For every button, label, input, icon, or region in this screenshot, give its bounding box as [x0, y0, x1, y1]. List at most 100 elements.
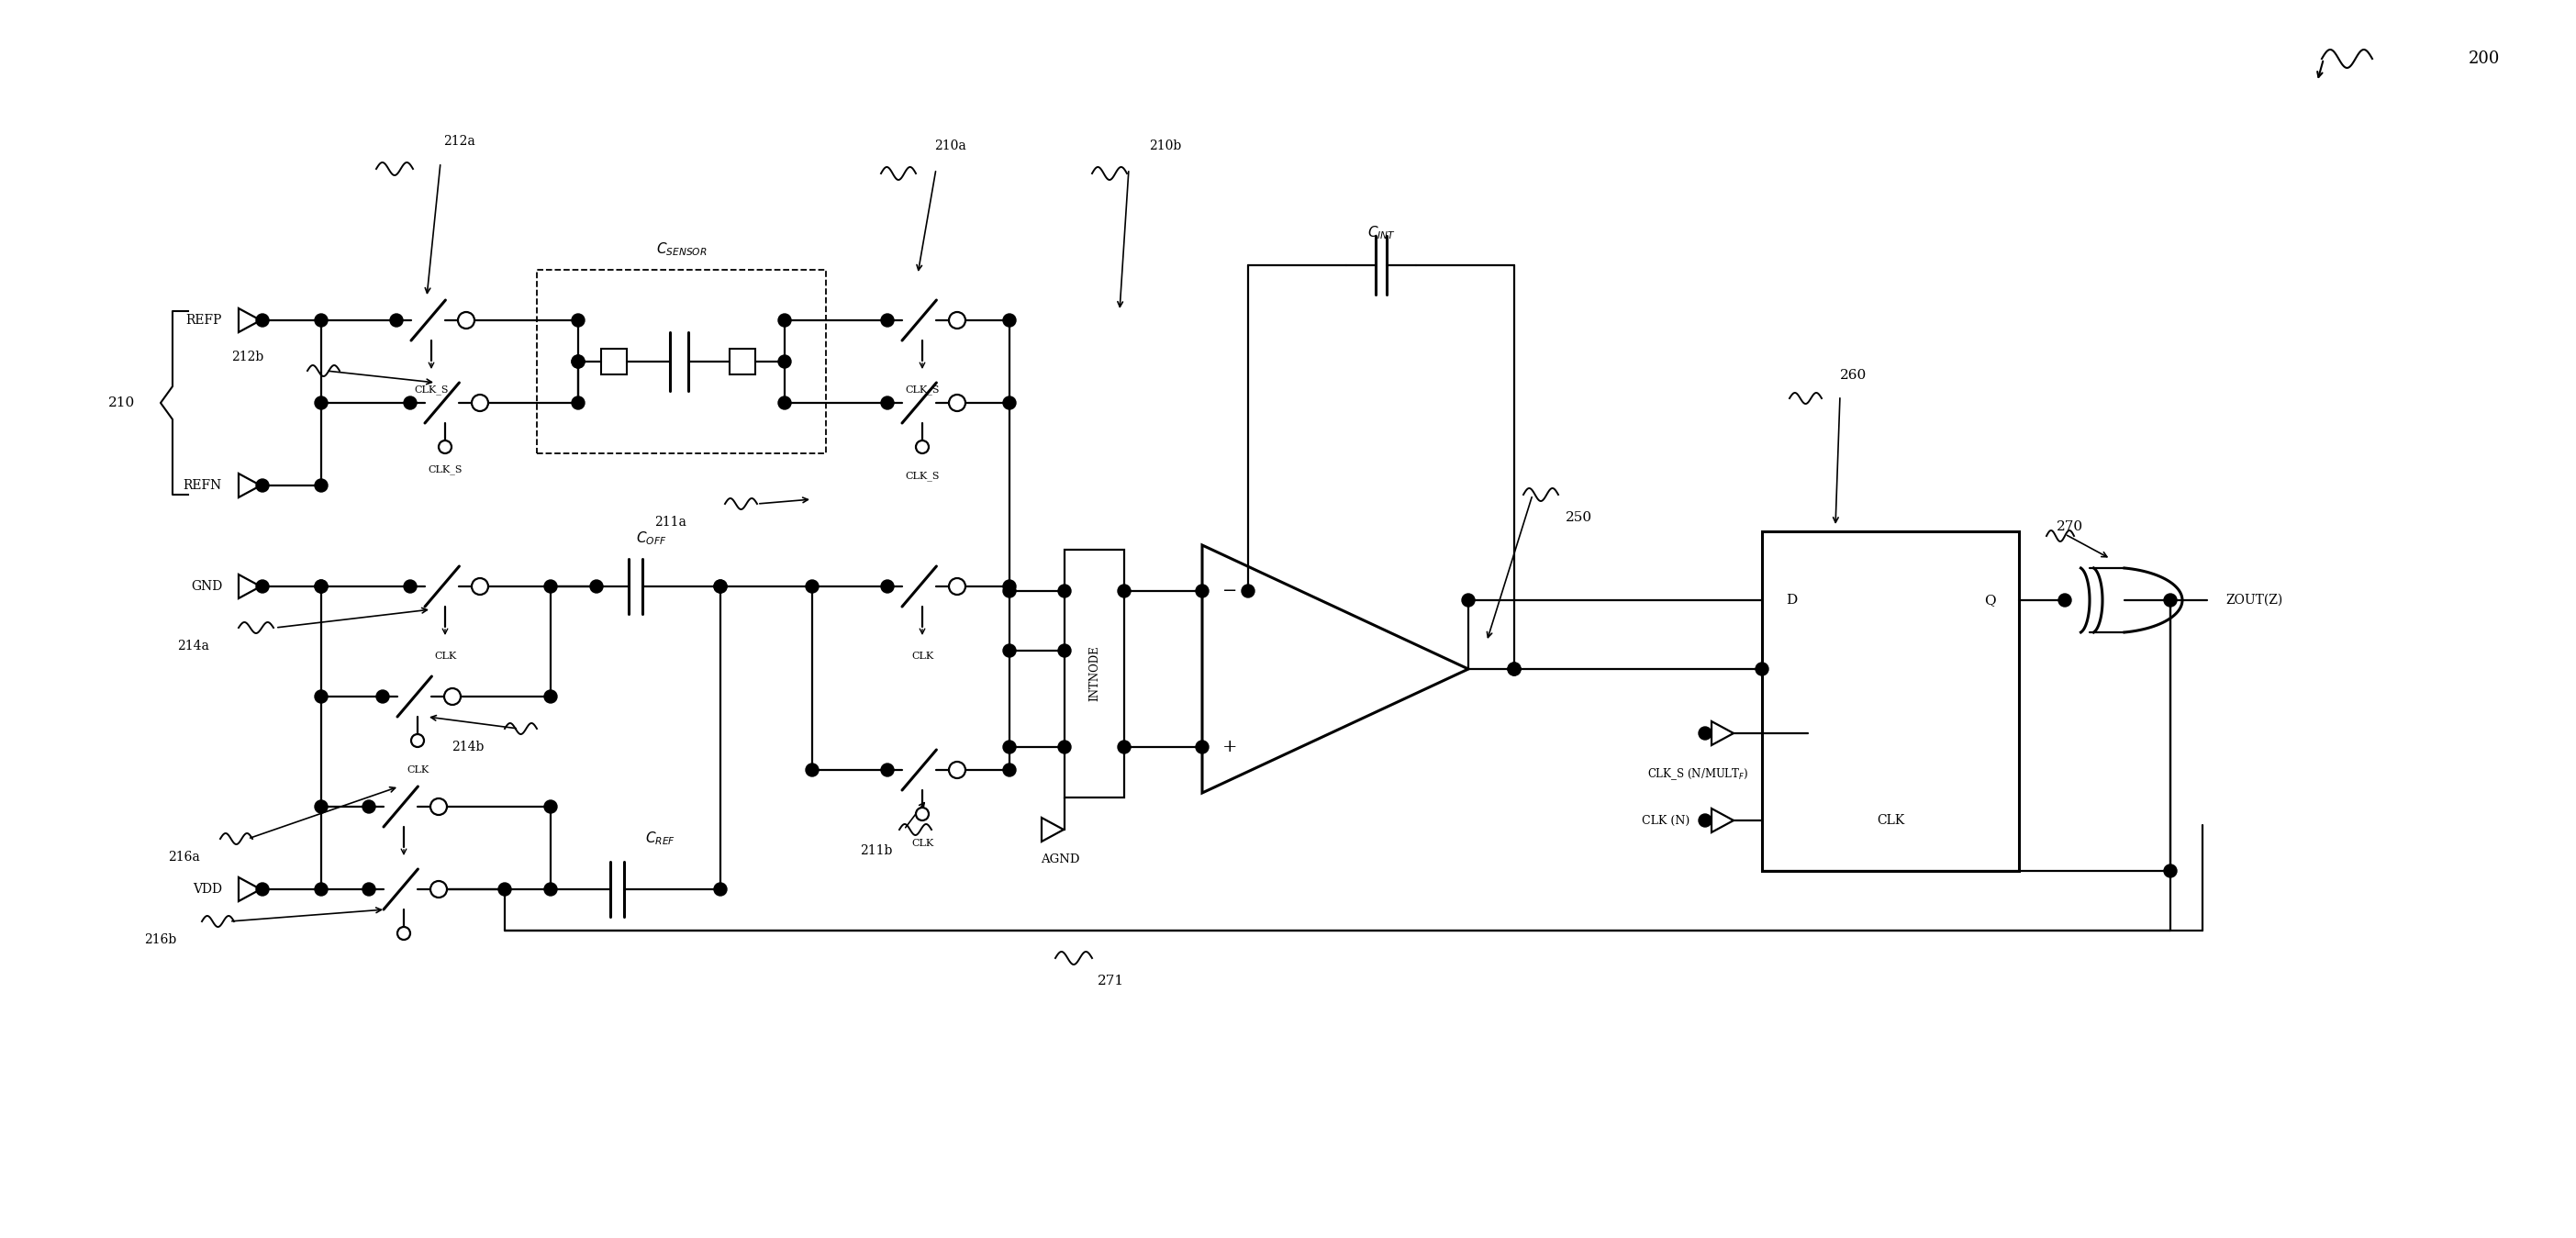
Circle shape [806, 579, 819, 593]
Text: Q: Q [1984, 594, 1996, 607]
Circle shape [2164, 864, 2177, 878]
Text: CLK (N): CLK (N) [1641, 815, 1692, 827]
Circle shape [948, 761, 966, 779]
Circle shape [255, 479, 268, 491]
Text: −: − [1221, 583, 1236, 599]
Circle shape [1698, 727, 1710, 739]
Text: 210a: 210a [935, 140, 966, 152]
Circle shape [376, 690, 389, 703]
Text: D: D [1785, 594, 1798, 607]
Text: CLK_S: CLK_S [904, 472, 940, 482]
Circle shape [497, 883, 510, 895]
Text: 250: 250 [1566, 511, 1592, 524]
Text: 212b: 212b [232, 350, 263, 364]
Circle shape [471, 578, 489, 594]
Circle shape [714, 883, 726, 895]
Text: 211a: 211a [654, 516, 685, 529]
Circle shape [1118, 584, 1131, 598]
Circle shape [1059, 644, 1072, 657]
Circle shape [881, 314, 894, 327]
Circle shape [2058, 594, 2071, 607]
Circle shape [1118, 740, 1131, 754]
Circle shape [1002, 314, 1015, 327]
Text: CLK: CLK [433, 651, 456, 661]
Bar [729, 349, 755, 374]
Circle shape [314, 690, 327, 703]
Text: 200: 200 [2468, 51, 2501, 67]
Text: 211b: 211b [860, 844, 894, 857]
Circle shape [948, 395, 966, 411]
Circle shape [314, 314, 327, 327]
Circle shape [806, 764, 819, 776]
Circle shape [590, 579, 603, 593]
Circle shape [255, 314, 268, 327]
Text: 210: 210 [108, 396, 137, 410]
Circle shape [881, 764, 894, 776]
Circle shape [714, 579, 726, 593]
Circle shape [389, 314, 402, 327]
Text: 271: 271 [1097, 974, 1123, 988]
Circle shape [2164, 594, 2177, 607]
Text: 210b: 210b [1149, 140, 1182, 152]
Circle shape [1002, 584, 1015, 598]
Circle shape [778, 355, 791, 368]
Circle shape [948, 312, 966, 328]
Text: 212a: 212a [443, 135, 474, 147]
Circle shape [1059, 740, 1072, 754]
Circle shape [948, 578, 966, 594]
Circle shape [459, 312, 474, 328]
Text: +: + [1221, 739, 1236, 755]
Circle shape [544, 690, 556, 703]
Circle shape [1463, 594, 1473, 607]
Text: CLK: CLK [912, 839, 933, 848]
Text: CLK_S (N/MULT$_F$): CLK_S (N/MULT$_F$) [1646, 766, 1749, 782]
Circle shape [881, 579, 894, 593]
Text: 270: 270 [2056, 520, 2084, 534]
Text: AGND: AGND [1041, 853, 1079, 865]
Text: CLK_S: CLK_S [904, 385, 940, 395]
Circle shape [438, 441, 451, 453]
Text: CLK: CLK [912, 651, 933, 661]
Circle shape [544, 800, 556, 813]
Circle shape [1002, 644, 1015, 657]
Circle shape [443, 688, 461, 704]
Circle shape [404, 396, 417, 410]
Circle shape [1002, 740, 1015, 754]
Circle shape [430, 881, 446, 898]
Text: REFN: REFN [183, 479, 222, 491]
Text: 216a: 216a [167, 851, 198, 864]
Circle shape [1507, 662, 1520, 676]
Bar [600, 349, 626, 374]
Text: CLK_S: CLK_S [428, 465, 461, 475]
Circle shape [1195, 584, 1208, 598]
Text: 260: 260 [1839, 369, 1868, 381]
Circle shape [572, 314, 585, 327]
Circle shape [1195, 740, 1208, 754]
Circle shape [778, 396, 791, 410]
Circle shape [430, 799, 446, 815]
Circle shape [714, 579, 726, 593]
Circle shape [363, 883, 376, 895]
Circle shape [404, 579, 417, 593]
Text: $C_{SENSOR}$: $C_{SENSOR}$ [657, 241, 706, 259]
Circle shape [917, 807, 930, 821]
Circle shape [917, 441, 930, 453]
Text: CLK: CLK [1875, 815, 1904, 827]
Circle shape [1002, 396, 1015, 410]
Circle shape [471, 395, 489, 411]
Text: INTNODE: INTNODE [1090, 646, 1100, 702]
Text: $C_{REF}$: $C_{REF}$ [647, 831, 675, 847]
Text: 216b: 216b [144, 933, 178, 946]
Circle shape [778, 314, 791, 327]
Circle shape [572, 396, 585, 410]
Circle shape [255, 579, 268, 593]
Circle shape [544, 579, 556, 593]
Text: $C_{OFF}$: $C_{OFF}$ [636, 530, 667, 547]
Circle shape [1059, 584, 1072, 598]
Circle shape [314, 579, 327, 593]
Circle shape [397, 927, 410, 940]
Circle shape [314, 579, 327, 593]
Circle shape [572, 355, 585, 368]
Circle shape [1507, 662, 1520, 676]
Circle shape [1242, 584, 1255, 598]
